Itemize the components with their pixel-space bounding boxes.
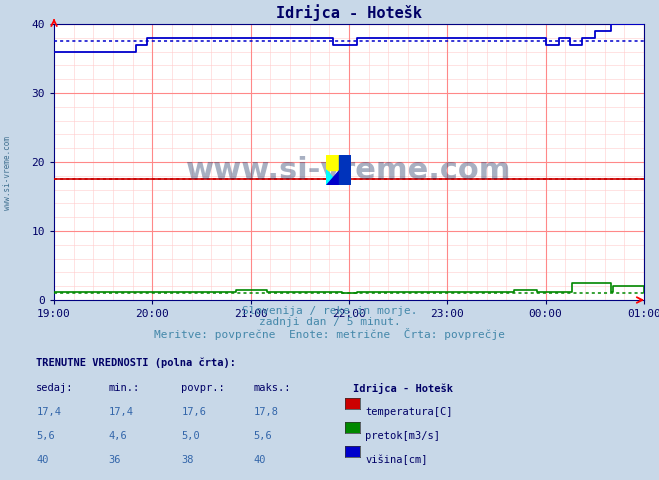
Text: www.si-vreme.com: www.si-vreme.com [3,136,13,210]
Text: sedaj:: sedaj: [36,383,74,393]
Text: min.:: min.: [109,383,140,393]
Text: 4,6: 4,6 [109,431,127,441]
Polygon shape [326,170,339,185]
Text: 40: 40 [254,455,266,465]
Text: 5,0: 5,0 [181,431,200,441]
Text: pretok[m3/s]: pretok[m3/s] [365,431,440,441]
Text: 17,4: 17,4 [36,407,61,417]
Text: 40: 40 [36,455,49,465]
Bar [339,155,351,185]
Text: Meritve: povprečne  Enote: metrične  Črta: povprečje: Meritve: povprečne Enote: metrične Črta:… [154,328,505,340]
Polygon shape [326,170,339,185]
Text: povpr.:: povpr.: [181,383,225,393]
Text: 36: 36 [109,455,121,465]
Text: zadnji dan / 5 minut.: zadnji dan / 5 minut. [258,317,401,327]
Text: www.si-vreme.com: www.si-vreme.com [186,156,511,185]
Text: 38: 38 [181,455,194,465]
Text: Idrijca - Hotešk: Idrijca - Hotešk [353,383,453,394]
Text: temperatura[C]: temperatura[C] [365,407,453,417]
Text: 17,4: 17,4 [109,407,134,417]
Text: Slovenija / reke in morje.: Slovenija / reke in morje. [242,306,417,316]
Text: 17,6: 17,6 [181,407,206,417]
Text: 5,6: 5,6 [36,431,55,441]
Text: višina[cm]: višina[cm] [365,455,428,465]
Bar [326,155,339,170]
Text: 5,6: 5,6 [254,431,272,441]
Title: Idrijca - Hotešk: Idrijca - Hotešk [276,5,422,22]
Text: 17,8: 17,8 [254,407,279,417]
Text: maks.:: maks.: [254,383,291,393]
Text: TRENUTNE VREDNOSTI (polna črta):: TRENUTNE VREDNOSTI (polna črta): [36,358,236,368]
